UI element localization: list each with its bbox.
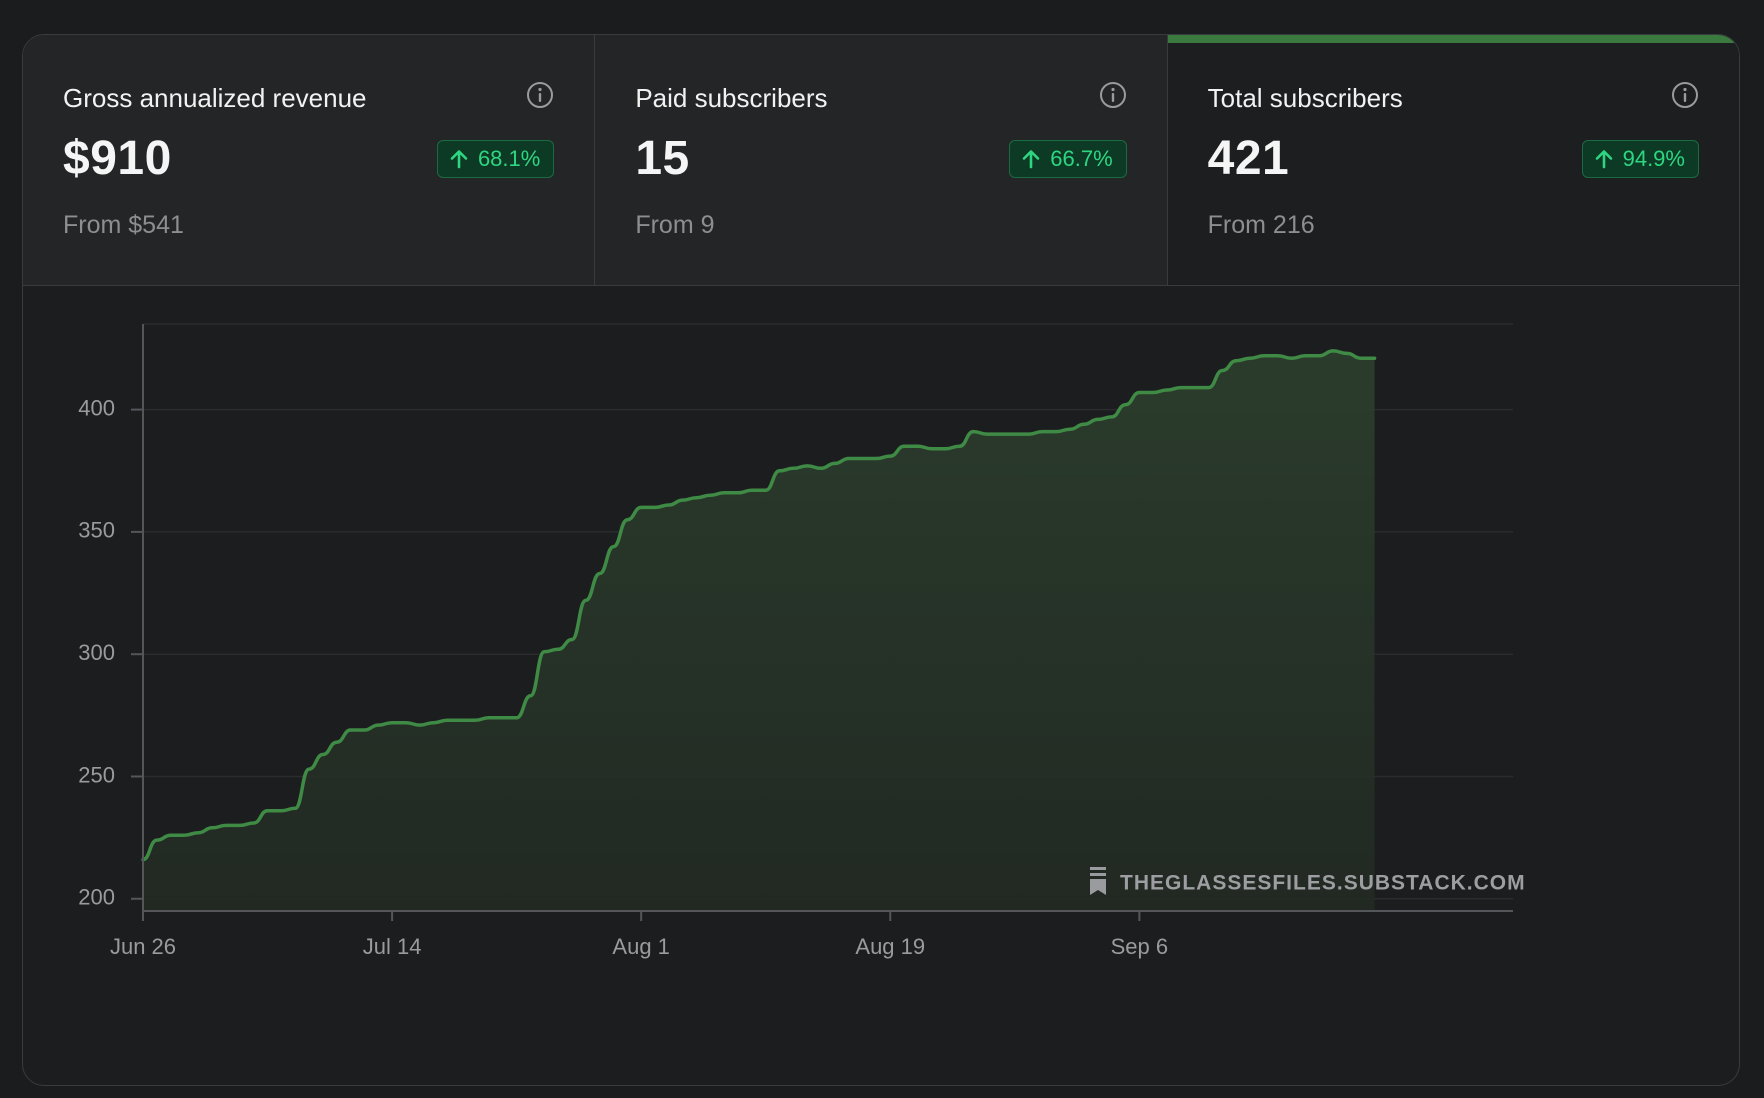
change-badge: 66.7% [1009, 140, 1127, 178]
y-tick-label: 400 [78, 395, 115, 420]
series-line [141, 349, 1377, 862]
y-tick-label: 250 [78, 762, 115, 787]
metric-value: 15 [635, 132, 690, 185]
stats-card: Gross annualized revenue $910 68.1% From… [22, 34, 1740, 1086]
arrow-up-icon [450, 150, 468, 169]
change-value: 66.7% [1050, 146, 1113, 171]
change-badge: 68.1% [436, 140, 555, 178]
y-tick-label: 200 [78, 885, 115, 910]
chart-area: 200 250 300 350 400 Jun 26 Jul 14 Aug 1 Aug 19 S… [23, 285, 1739, 1085]
active-indicator [1167, 35, 1739, 43]
info-icon[interactable] [526, 81, 554, 109]
watermark-text: THEGLASSESFILES.SUBSTACK.COM [1120, 872, 1526, 895]
previous-value: From 216 [1207, 211, 1315, 239]
subscribers-chart[interactable]: 200 250 300 350 400 Jun 26 Jul 14 Aug 1 Aug 19 S… [23, 285, 1740, 1085]
previous-value: From 9 [635, 211, 715, 239]
metric-value: 421 [1207, 132, 1290, 185]
x-tick-label: Aug 19 [855, 934, 925, 959]
x-tick-label: Aug 1 [612, 934, 670, 959]
metric-value: $910 [63, 132, 172, 185]
previous-value: From $541 [63, 211, 184, 239]
info-icon[interactable] [1671, 81, 1699, 109]
metric-label: Paid subscribers [635, 83, 828, 113]
y-tick-label: 300 [78, 640, 115, 665]
y-ticks: 200 250 300 350 400 [78, 395, 143, 910]
x-tick-label: Sep 6 [1111, 934, 1169, 959]
arrow-up-icon [1022, 150, 1040, 169]
area-fill [143, 350, 1375, 911]
change-value: 94.9% [1622, 146, 1685, 171]
metric-tab-paid-subscribers[interactable]: Paid subscribers 15 66.7% From 9 [594, 35, 1167, 285]
watermark: THEGLASSESFILES.SUBSTACK.COM [1090, 867, 1526, 895]
info-icon[interactable] [1099, 81, 1127, 109]
substack-bookmark-icon [1090, 867, 1106, 895]
x-tick-label: Jul 14 [363, 934, 422, 959]
metric-tab-total-subscribers[interactable]: Total subscribers 421 94.9% From 216 [1166, 35, 1739, 285]
x-ticks: Jun 26 Jul 14 Aug 1 Aug 19 Sep 6 [110, 911, 1168, 959]
metric-tabs: Gross annualized revenue $910 68.1% From… [23, 35, 1739, 286]
metric-label: Gross annualized revenue [63, 83, 367, 113]
change-value: 68.1% [477, 146, 541, 171]
metric-label: Total subscribers [1207, 83, 1403, 113]
arrow-up-icon [1595, 150, 1612, 169]
change-badge: 94.9% [1581, 140, 1699, 178]
x-tick-label: Jun 26 [110, 934, 176, 959]
metric-tab-gross-revenue[interactable]: Gross annualized revenue $910 68.1% From… [23, 35, 595, 285]
y-tick-label: 350 [78, 518, 115, 543]
